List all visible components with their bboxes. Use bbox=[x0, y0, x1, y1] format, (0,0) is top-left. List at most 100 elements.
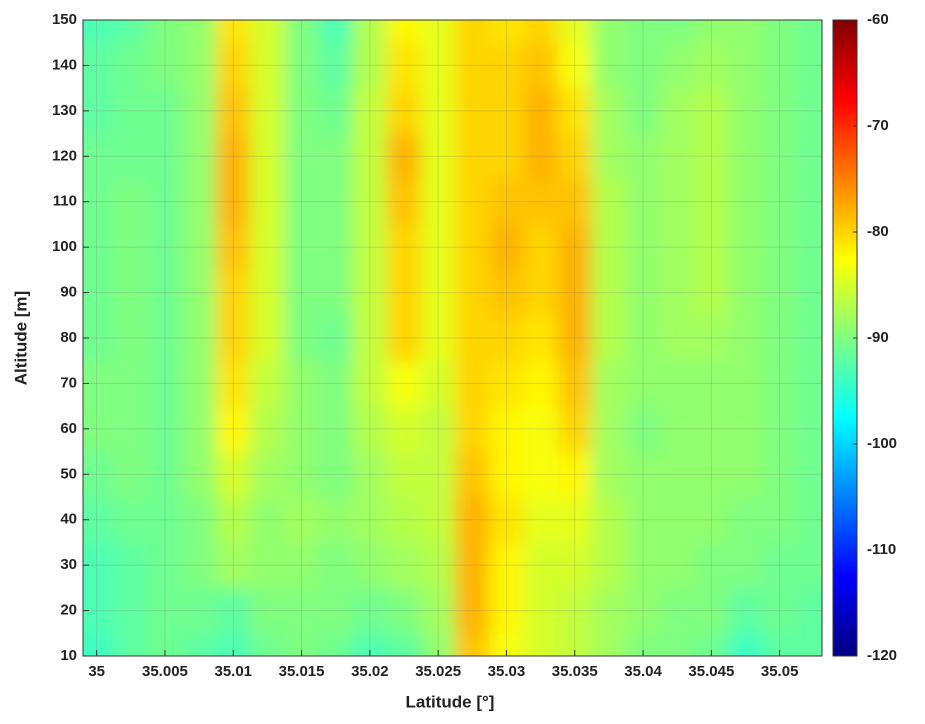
contour-cell bbox=[762, 497, 798, 543]
contour-cell bbox=[694, 269, 729, 316]
contour-cell bbox=[352, 224, 388, 271]
contour-cell bbox=[182, 179, 217, 225]
contour-cell bbox=[523, 133, 559, 180]
contour-cell bbox=[182, 587, 217, 634]
contour-cell bbox=[557, 133, 593, 180]
contour-cell bbox=[352, 542, 388, 589]
x-tick-label: 35.01 bbox=[214, 663, 252, 680]
y-tick-label: 10 bbox=[60, 647, 77, 664]
contour-cell bbox=[113, 269, 149, 316]
contour-cell bbox=[113, 315, 149, 362]
contour-cell bbox=[489, 269, 525, 316]
contour-cell bbox=[489, 360, 525, 407]
contour-cell bbox=[660, 360, 695, 407]
contour-cell bbox=[250, 542, 285, 589]
contour-cell bbox=[489, 42, 525, 89]
contour-cell bbox=[147, 269, 183, 316]
contour-cell bbox=[762, 542, 798, 589]
contour-cell bbox=[216, 269, 251, 316]
contour-cell bbox=[386, 179, 422, 225]
contour-cell bbox=[489, 542, 525, 589]
contour-cell bbox=[421, 88, 456, 135]
contour-cell bbox=[455, 633, 490, 656]
contour-cell bbox=[147, 224, 183, 271]
contour-cell bbox=[284, 587, 320, 634]
contour-cell bbox=[762, 587, 798, 634]
contour-cell bbox=[421, 542, 456, 589]
contour-cell bbox=[182, 88, 217, 135]
contour-cell bbox=[147, 542, 183, 589]
contour-cell bbox=[250, 133, 285, 180]
contour-cell bbox=[421, 406, 456, 453]
contour-cell bbox=[523, 315, 559, 362]
contour-cell bbox=[796, 360, 822, 407]
contour-cell bbox=[728, 406, 764, 453]
contour-cell bbox=[386, 269, 422, 316]
contour-cell bbox=[489, 497, 525, 543]
contour-cell bbox=[250, 497, 285, 543]
contour-cell bbox=[147, 587, 183, 634]
y-tick-label: 50 bbox=[60, 465, 77, 482]
colorbar-tick-label: -110 bbox=[867, 541, 896, 558]
contour-cell bbox=[284, 179, 320, 225]
contour-cell bbox=[216, 497, 251, 543]
contour-cell bbox=[557, 88, 593, 135]
contour-cell bbox=[318, 20, 354, 44]
contour-cell bbox=[284, 42, 320, 89]
contour-cell bbox=[147, 315, 183, 362]
contour-cell bbox=[216, 315, 251, 362]
contour-cell bbox=[694, 133, 729, 180]
contour-cell bbox=[625, 224, 661, 271]
contour-cell bbox=[284, 451, 320, 498]
contour-cell bbox=[523, 451, 559, 498]
y-tick-label: 140 bbox=[52, 56, 77, 73]
contour-cell bbox=[557, 360, 593, 407]
contour-cell bbox=[455, 133, 490, 180]
contour-cell bbox=[625, 269, 661, 316]
x-tick-label: 35.035 bbox=[552, 663, 598, 680]
contour-cell bbox=[694, 20, 729, 44]
contour-cell bbox=[660, 224, 695, 271]
contour-cell bbox=[660, 497, 695, 543]
contour-cell bbox=[762, 269, 798, 316]
contour-cell bbox=[625, 497, 661, 543]
contour-cell bbox=[796, 42, 822, 89]
contour-cell bbox=[489, 406, 525, 453]
contour-cell bbox=[318, 497, 354, 543]
contour-cell bbox=[386, 88, 422, 135]
contour-cell bbox=[762, 88, 798, 135]
contour-cell bbox=[250, 451, 285, 498]
contour-cell bbox=[660, 587, 695, 634]
contour-cell bbox=[625, 451, 661, 498]
contour-cell bbox=[523, 224, 559, 271]
contour-cell bbox=[113, 633, 149, 656]
contour-cell bbox=[147, 42, 183, 89]
y-tick-label: 20 bbox=[60, 602, 77, 619]
contour-cell bbox=[182, 133, 217, 180]
contour-cell bbox=[762, 20, 798, 44]
contour-cell bbox=[352, 20, 388, 44]
contour-cell bbox=[182, 542, 217, 589]
contour-cell bbox=[762, 633, 798, 656]
contour-cell bbox=[625, 587, 661, 634]
contour-cell bbox=[796, 269, 822, 316]
contour-cell bbox=[386, 224, 422, 271]
contour-cell bbox=[386, 315, 422, 362]
contour-cell bbox=[489, 179, 525, 225]
contour-cell bbox=[728, 179, 764, 225]
contour-cell bbox=[796, 179, 822, 225]
axes: 35 35.005 35.01 35.015 35.02 35.025 35.03 35.03… bbox=[52, 11, 897, 680]
contour-cell bbox=[386, 133, 422, 180]
contour-cell bbox=[352, 451, 388, 498]
x-tick-label: 35 bbox=[88, 663, 105, 680]
y-tick-label: 70 bbox=[60, 374, 77, 391]
contour-cell bbox=[113, 133, 149, 180]
contour-cell bbox=[216, 20, 251, 44]
contour-cell bbox=[455, 224, 490, 271]
contour-cell bbox=[250, 179, 285, 225]
contour-cell bbox=[113, 20, 149, 44]
contour-cell bbox=[591, 451, 627, 498]
contour-cell bbox=[250, 269, 285, 316]
contour-cell bbox=[386, 451, 422, 498]
contour-cell bbox=[318, 360, 354, 407]
